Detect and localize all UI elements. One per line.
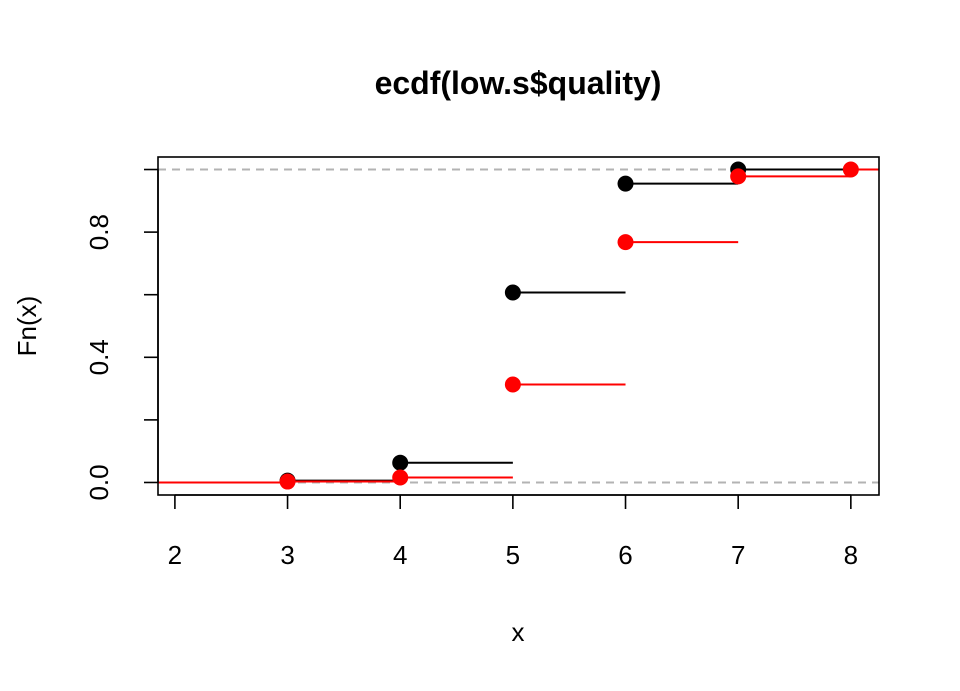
data-point <box>617 234 634 251</box>
y-tick-label: 0.4 <box>84 339 114 375</box>
x-tick-label: 4 <box>393 540 407 570</box>
x-tick-label: 6 <box>618 540 632 570</box>
data-point <box>617 175 634 192</box>
x-tick-label: 8 <box>844 540 858 570</box>
chart-title: ecdf(low.s$quality) <box>375 65 662 101</box>
x-tick-label: 5 <box>506 540 520 570</box>
series-layer <box>158 161 879 490</box>
y-tick-label: 0.8 <box>84 214 114 250</box>
x-axis: 2 3 4 5 6 7 8 <box>168 494 858 570</box>
data-point <box>504 284 521 301</box>
y-axis: 0.0 0.4 0.8 <box>84 168 159 501</box>
ecdf-series <box>158 161 879 490</box>
x-tick-label: 2 <box>168 540 182 570</box>
data-point <box>504 376 521 393</box>
data-point <box>842 161 859 178</box>
y-axis-label: Fn(x) <box>12 296 42 357</box>
x-axis-label: x <box>512 617 525 647</box>
reference-lines <box>158 168 879 484</box>
y-tick-label: 0.0 <box>84 464 114 500</box>
ecdf-series <box>158 161 879 489</box>
data-point <box>392 469 409 486</box>
plot-frame <box>157 156 880 496</box>
data-point <box>730 168 747 185</box>
data-point <box>279 473 296 490</box>
data-point <box>392 454 409 471</box>
x-tick-label: 7 <box>731 540 745 570</box>
x-tick-label: 3 <box>280 540 294 570</box>
